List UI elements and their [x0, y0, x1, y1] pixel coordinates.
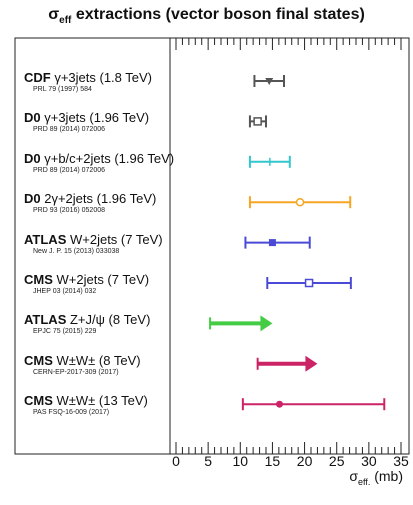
x-axis-label: σeff. (mb)	[349, 468, 403, 487]
chart-title: σeff extractions (vector boson final sta…	[48, 6, 365, 27]
reference-label: New J. P. 15 (2013) 033038	[33, 247, 120, 255]
reference-label: PRD 89 (2014) 072006	[33, 166, 105, 174]
measurement-label: CMS W±W± (8 TeV)	[24, 352, 141, 368]
measurement-label: D0 2γ+2jets (1.96 TeV)	[24, 191, 157, 207]
reference-label: EPJC 75 (2015) 229	[33, 328, 97, 336]
x-tick-label: 10	[232, 453, 248, 469]
reference-label: PRD 93 (2016) 052008	[33, 207, 105, 215]
x-tick-label: 35	[393, 453, 409, 469]
reference-label: PAS FSQ-16-009 (2017)	[33, 409, 110, 417]
reference-label: JHEP 03 (2014) 032	[33, 288, 97, 295]
reference-label: CERN-EP-2017-309 (2017)	[33, 368, 119, 376]
measurement-label: CDF γ+3jets (1.8 TeV)	[24, 70, 153, 85]
measurement-label: D0 γ+b/c+2jets (1.96 TeV)	[24, 150, 175, 166]
reference-label: PRD 89 (2014) 072006	[33, 126, 105, 134]
data-point-open-circle	[295, 197, 305, 207]
lower-limit-arrow-head	[305, 355, 318, 372]
data-point-circle	[276, 400, 283, 408]
x-tick-label: 15	[265, 453, 281, 469]
x-tick-label: 25	[329, 453, 345, 469]
x-tick-label: 20	[297, 453, 313, 469]
data-point-open-square	[304, 278, 314, 288]
x-tick-label: 0	[172, 453, 180, 469]
x-tick-label: 5	[204, 453, 212, 469]
data-point-square	[268, 239, 276, 247]
data-point-open-square	[253, 117, 262, 126]
measurement-label: D0 γ+3jets (1.96 TeV)	[24, 110, 150, 126]
measurement-label: ATLAS W+2jets (7 TeV)	[24, 231, 163, 247]
plot-frame	[14, 37, 410, 455]
measurement-label: CMS W±W± (13 TeV)	[24, 393, 148, 409]
measurement-label: CMS W+2jets (7 TeV)	[24, 272, 150, 287]
x-tick-label: 30	[361, 453, 377, 469]
data-point-triangle	[265, 78, 274, 85]
measurement-label: ATLAS Z+J/ψ (8 TeV)	[24, 312, 151, 328]
reference-label: PRL 79 (1997) 584	[33, 86, 92, 93]
lower-limit-arrow-head	[260, 315, 273, 332]
